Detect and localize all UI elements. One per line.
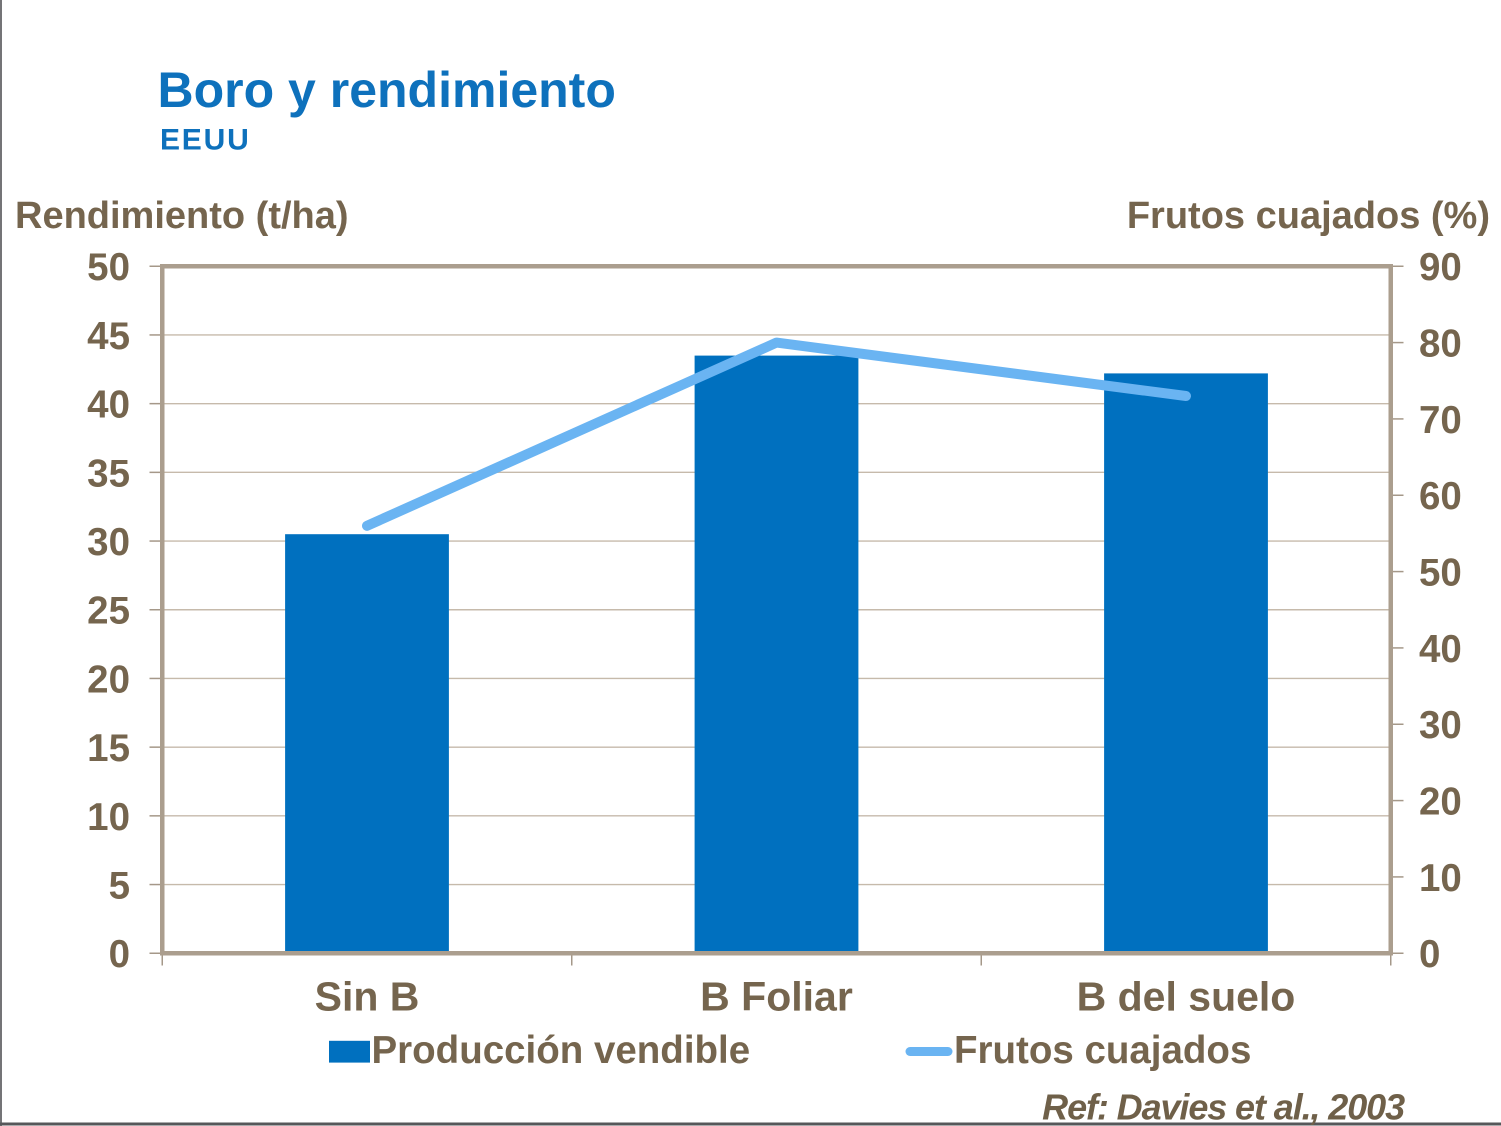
svg-text:30: 30: [87, 521, 130, 564]
svg-text:0: 0: [109, 933, 130, 976]
svg-text:50: 50: [87, 246, 130, 289]
svg-text:B del suelo: B del suelo: [1077, 974, 1296, 1020]
svg-text:15: 15: [87, 727, 130, 770]
svg-text:25: 25: [87, 590, 130, 633]
svg-text:45: 45: [87, 315, 130, 358]
svg-text:20: 20: [87, 658, 130, 701]
svg-text:90: 90: [1419, 246, 1462, 289]
svg-text:5: 5: [109, 865, 130, 908]
svg-text:60: 60: [1419, 475, 1462, 518]
svg-text:EEUU: EEUU: [160, 123, 251, 156]
svg-text:B Foliar: B Foliar: [700, 974, 853, 1020]
svg-text:Frutos cuajados (%): Frutos cuajados (%): [1127, 195, 1490, 237]
svg-text:Sin B: Sin B: [315, 974, 420, 1020]
svg-text:Frutos cuajados: Frutos cuajados: [954, 1029, 1251, 1072]
svg-text:0: 0: [1419, 933, 1440, 976]
svg-text:Boro y rendimiento: Boro y rendimiento: [158, 62, 616, 118]
svg-text:10: 10: [1419, 857, 1462, 900]
svg-text:Ref: Davies et al., 2003: Ref: Davies et al., 2003: [1042, 1086, 1405, 1126]
svg-text:40: 40: [87, 384, 130, 427]
svg-text:50: 50: [1419, 552, 1462, 595]
svg-text:35: 35: [87, 452, 130, 495]
svg-text:10: 10: [87, 796, 130, 839]
svg-text:40: 40: [1419, 628, 1462, 671]
svg-text:20: 20: [1419, 781, 1462, 824]
svg-text:Producción vendible: Producción vendible: [372, 1029, 751, 1072]
svg-text:Rendimiento (t/ha): Rendimiento (t/ha): [15, 195, 349, 237]
svg-text:80: 80: [1419, 323, 1462, 366]
svg-text:30: 30: [1419, 704, 1462, 747]
svg-text:70: 70: [1419, 399, 1462, 442]
